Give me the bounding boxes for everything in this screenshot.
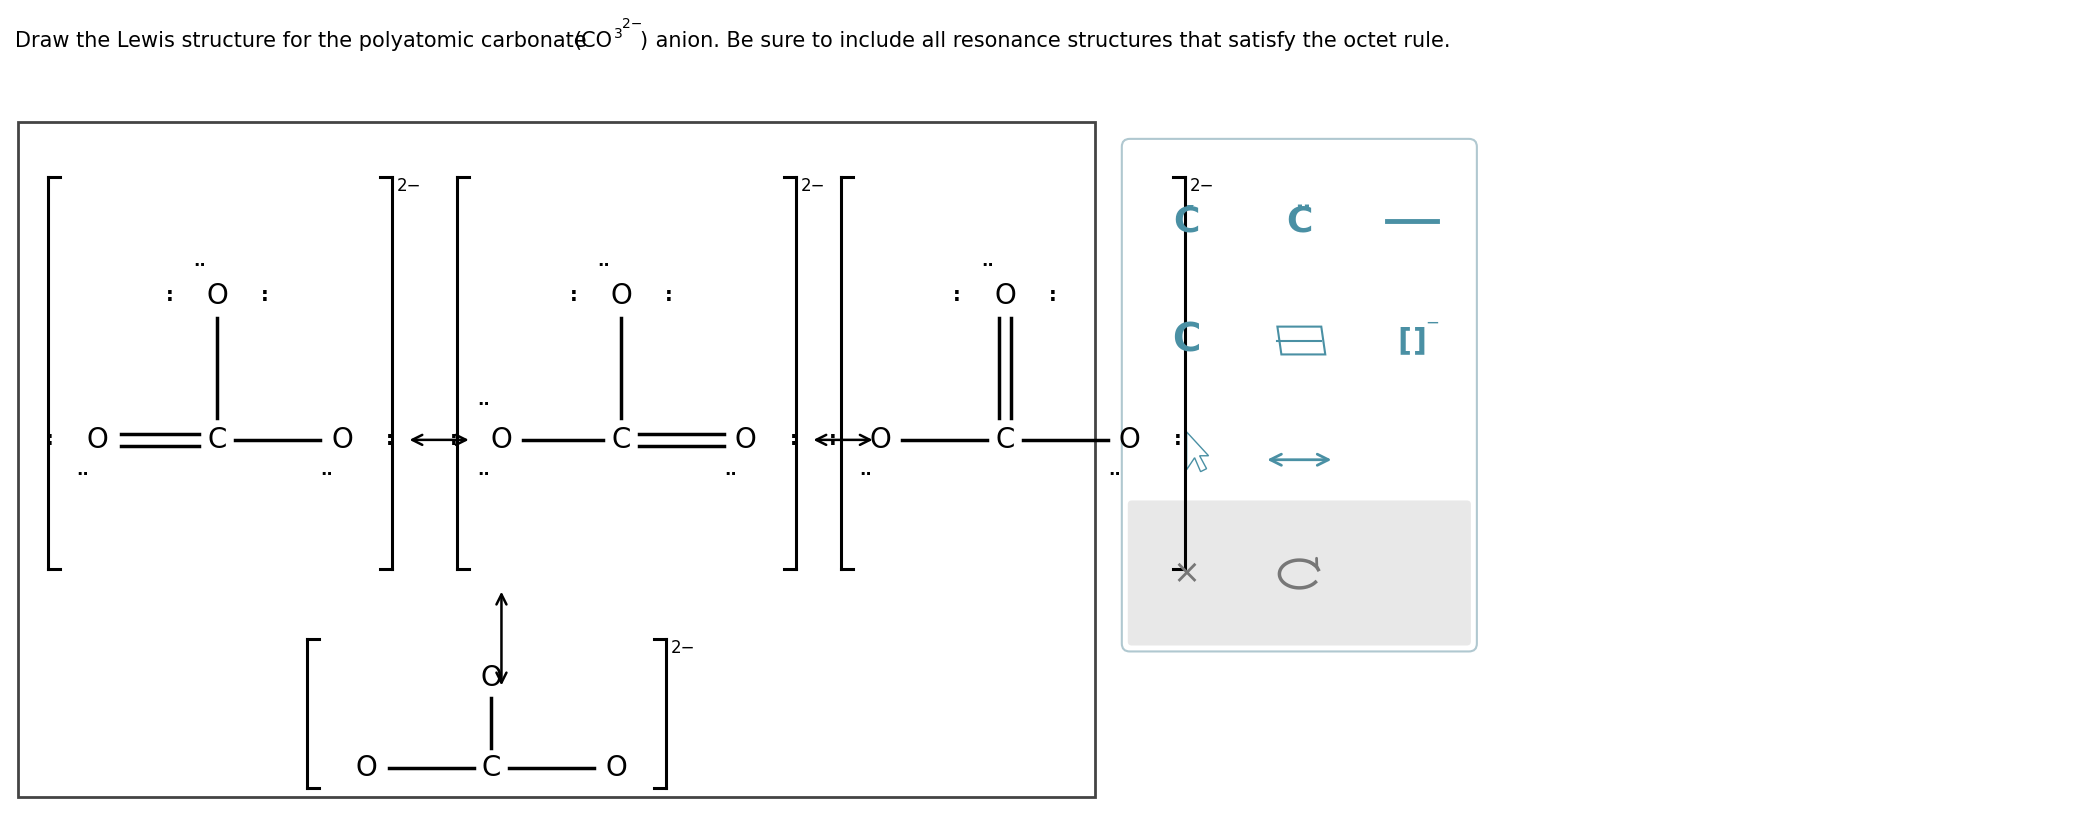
Polygon shape xyxy=(1186,432,1210,471)
Text: ): ) xyxy=(638,30,647,50)
Text: :: : xyxy=(953,286,962,305)
Text: ··: ·· xyxy=(477,396,489,414)
Text: O: O xyxy=(206,282,229,310)
Text: ··: ·· xyxy=(193,257,206,275)
Text: :: : xyxy=(260,286,269,305)
Text: :: : xyxy=(790,430,798,449)
Text: O: O xyxy=(605,753,628,782)
Text: ··: ·· xyxy=(1109,465,1121,484)
Text: 2−: 2− xyxy=(1189,176,1214,195)
Text: 2−: 2− xyxy=(397,176,422,195)
Text: O: O xyxy=(355,753,378,782)
Text: anion. Be sure to include all resonance structures that satisfy the octet rule.: anion. Be sure to include all resonance … xyxy=(649,30,1451,50)
Text: 2−: 2− xyxy=(672,638,695,657)
Text: ··: ·· xyxy=(724,465,737,484)
Text: ×: × xyxy=(1172,558,1201,591)
Text: :: : xyxy=(386,430,393,449)
Text: Ċ: Ċ xyxy=(1174,204,1199,239)
Text: :: : xyxy=(830,430,836,449)
Text: O: O xyxy=(1119,426,1140,454)
Text: ··: ·· xyxy=(859,465,872,484)
Text: O: O xyxy=(611,282,632,310)
Text: O: O xyxy=(993,282,1016,310)
Text: ··: ·· xyxy=(321,465,334,484)
Text: C: C xyxy=(481,753,502,782)
Text: (CO: (CO xyxy=(573,30,613,50)
Text: O: O xyxy=(735,426,756,454)
Text: :: : xyxy=(1174,430,1182,449)
Text: :: : xyxy=(666,286,672,305)
Text: O: O xyxy=(332,426,353,454)
Text: O: O xyxy=(481,664,502,692)
Text: :: : xyxy=(1050,286,1056,305)
FancyBboxPatch shape xyxy=(1121,139,1476,652)
Text: ··: ·· xyxy=(596,257,609,275)
Text: ··: ·· xyxy=(477,465,489,484)
Text: :: : xyxy=(166,286,172,305)
Text: :: : xyxy=(46,430,52,449)
Text: ]: ] xyxy=(1413,326,1428,355)
Text: O: O xyxy=(869,426,890,454)
Text: C: C xyxy=(611,426,630,454)
Text: 2−: 2− xyxy=(800,176,825,195)
Text: Draw the Lewis structure for the polyatomic carbonate: Draw the Lewis structure for the polyato… xyxy=(15,30,592,50)
Text: O: O xyxy=(86,426,109,454)
Text: −: − xyxy=(1426,313,1438,332)
Text: 2−: 2− xyxy=(622,17,643,30)
Text: ··: ·· xyxy=(981,257,993,275)
Text: C̈: C̈ xyxy=(1285,204,1312,239)
Text: :: : xyxy=(449,430,458,449)
Text: 3: 3 xyxy=(613,27,624,40)
Polygon shape xyxy=(1277,327,1325,354)
Text: C: C xyxy=(995,426,1014,454)
Text: C: C xyxy=(208,426,227,454)
Text: C: C xyxy=(1172,322,1201,360)
FancyBboxPatch shape xyxy=(1128,501,1470,645)
Text: [: [ xyxy=(1396,326,1411,355)
Text: :: : xyxy=(569,286,578,305)
Text: O: O xyxy=(491,426,512,454)
Text: ··: ·· xyxy=(76,465,88,484)
Bar xyxy=(17,122,1094,797)
